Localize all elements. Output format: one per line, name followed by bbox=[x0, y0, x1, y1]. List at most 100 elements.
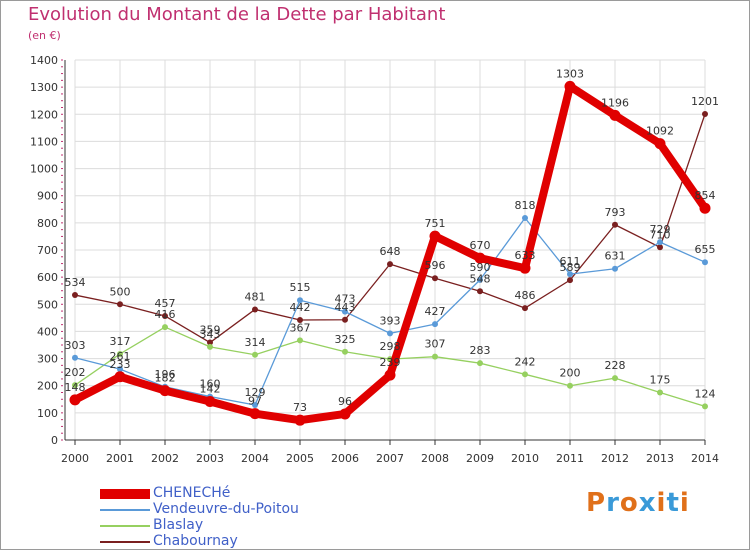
data-label: 443 bbox=[335, 301, 356, 314]
data-point-1 bbox=[477, 276, 483, 283]
data-label: 202 bbox=[65, 366, 86, 379]
data-point-1 bbox=[297, 297, 303, 304]
data-point-3 bbox=[297, 317, 303, 324]
x-tick-label: 2008 bbox=[421, 452, 449, 465]
x-tick-label: 2007 bbox=[376, 452, 404, 465]
x-tick-label: 2010 bbox=[511, 452, 539, 465]
data-label: 124 bbox=[695, 387, 716, 400]
logo-letter: o bbox=[619, 488, 639, 518]
data-label: 793 bbox=[605, 206, 626, 219]
data-label: 515 bbox=[290, 281, 311, 294]
data-label: 500 bbox=[110, 285, 131, 298]
data-label: 325 bbox=[335, 333, 356, 346]
data-point-1 bbox=[657, 239, 663, 246]
data-label: 367 bbox=[290, 321, 311, 334]
data-label: 442 bbox=[290, 301, 311, 314]
data-point-0 bbox=[384, 369, 396, 381]
data-point-2 bbox=[522, 371, 528, 378]
chart-title: Evolution du Montant de la Dette par Hab… bbox=[28, 4, 446, 25]
data-label: 73 bbox=[293, 401, 307, 414]
data-point-2 bbox=[207, 343, 213, 350]
legend-swatch-vendeuvre bbox=[100, 509, 150, 511]
data-point-3 bbox=[432, 275, 438, 282]
data-label: 1201 bbox=[691, 95, 719, 108]
data-point-0 bbox=[204, 395, 216, 407]
data-label: 854 bbox=[695, 189, 716, 202]
data-point-3 bbox=[477, 288, 483, 295]
data-label: 148 bbox=[65, 381, 86, 394]
data-point-0 bbox=[249, 408, 261, 420]
data-label: 298 bbox=[380, 340, 401, 353]
data-point-0 bbox=[519, 262, 531, 274]
y-tick-label: 900 bbox=[37, 190, 58, 203]
data-label: 142 bbox=[200, 382, 221, 395]
data-point-0 bbox=[474, 252, 486, 264]
data-point-3 bbox=[342, 316, 348, 323]
data-point-3 bbox=[522, 305, 528, 312]
data-point-3 bbox=[657, 244, 663, 251]
x-tick-label: 2006 bbox=[331, 452, 359, 465]
data-point-1 bbox=[72, 354, 78, 361]
unit-label: (en €) bbox=[28, 29, 61, 42]
x-tick-label: 2009 bbox=[466, 452, 494, 465]
y-tick-label: 800 bbox=[37, 217, 58, 230]
data-label: 1303 bbox=[556, 67, 584, 80]
data-label: 1092 bbox=[646, 125, 674, 138]
data-point-1 bbox=[567, 271, 573, 278]
data-point-1 bbox=[702, 259, 708, 266]
data-label: 548 bbox=[470, 272, 491, 285]
logo-letter: r bbox=[606, 488, 620, 518]
data-label: 818 bbox=[515, 199, 536, 212]
data-point-0 bbox=[159, 385, 171, 397]
legend-swatch-chenech bbox=[100, 489, 150, 499]
data-label: 473 bbox=[335, 293, 356, 306]
data-label: 261 bbox=[110, 350, 131, 363]
proxiti-logo: Proxiti bbox=[586, 488, 690, 518]
data-point-0 bbox=[654, 138, 666, 150]
data-point-0 bbox=[114, 371, 126, 383]
data-label: 589 bbox=[560, 261, 581, 274]
data-point-3 bbox=[387, 261, 393, 268]
y-tick-label: 1300 bbox=[30, 81, 58, 94]
data-label: 182 bbox=[155, 372, 176, 385]
data-point-3 bbox=[117, 301, 123, 308]
data-point-1 bbox=[432, 321, 438, 328]
x-tick-label: 2000 bbox=[61, 452, 89, 465]
data-label: 648 bbox=[380, 245, 401, 258]
x-tick-label: 2003 bbox=[196, 452, 224, 465]
data-label: 129 bbox=[245, 386, 266, 399]
data-point-0 bbox=[294, 414, 306, 426]
data-label: 97 bbox=[248, 395, 262, 408]
data-label: 710 bbox=[650, 228, 671, 241]
x-tick-label: 2012 bbox=[601, 452, 629, 465]
legend-swatch-blaslay bbox=[100, 525, 150, 527]
data-label: 427 bbox=[425, 305, 446, 318]
data-point-3 bbox=[252, 306, 258, 313]
data-label: 303 bbox=[65, 339, 86, 352]
legend-label-blaslay: Blaslay bbox=[153, 517, 204, 533]
y-tick-label: 200 bbox=[37, 380, 58, 393]
data-point-0 bbox=[69, 394, 81, 406]
data-point-1 bbox=[612, 265, 618, 272]
data-point-3 bbox=[72, 292, 78, 299]
data-point-2 bbox=[432, 353, 438, 360]
logo-letter: P bbox=[586, 488, 607, 518]
legend-label-chabournay: Chabournay bbox=[153, 533, 238, 549]
x-tick-label: 2005 bbox=[286, 452, 314, 465]
data-label: 590 bbox=[470, 261, 491, 274]
data-label: 393 bbox=[380, 314, 401, 327]
data-point-3 bbox=[612, 221, 618, 228]
y-tick-label: 400 bbox=[37, 325, 58, 338]
data-label: 228 bbox=[605, 359, 626, 372]
data-point-1 bbox=[387, 330, 393, 337]
data-label: 670 bbox=[470, 239, 491, 252]
y-tick-label: 1000 bbox=[30, 163, 58, 176]
data-point-2 bbox=[162, 324, 168, 331]
data-label: 611 bbox=[560, 255, 581, 268]
data-label: 175 bbox=[650, 374, 671, 387]
x-tick-label: 2002 bbox=[151, 452, 179, 465]
y-tick-label: 1200 bbox=[30, 108, 58, 121]
data-point-0 bbox=[699, 202, 711, 214]
data-label: 729 bbox=[650, 223, 671, 236]
data-label: 751 bbox=[425, 217, 446, 230]
